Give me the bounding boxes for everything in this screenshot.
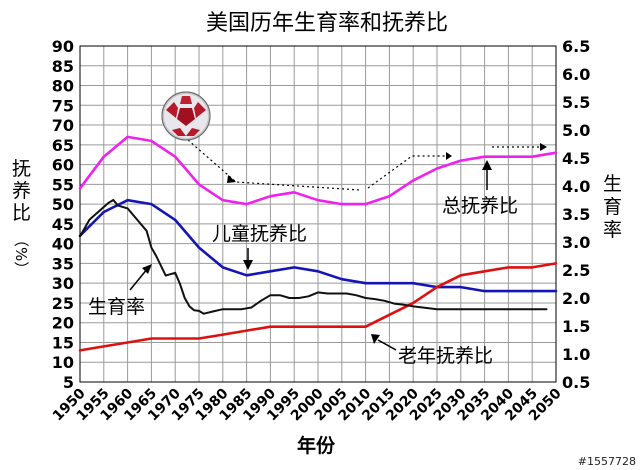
annotation-arrows [187,139,547,191]
y-right-tick-label: 1.0 [562,345,590,364]
y-left-title-char: 抚 [12,158,31,180]
chart-title: 美国历年生育率和抚养比 [206,11,448,36]
y-right-tick-label: 6.5 [562,37,590,56]
y-left-tick-label: 5 [63,373,74,392]
y-right-tick-label: 0.5 [562,373,590,392]
arrow-total-head [482,160,492,170]
y-right-tick-label: 4.5 [562,149,590,168]
dotted-arrow-right-head [446,152,452,160]
y-right-tick-label: 3.5 [562,205,590,224]
y-left-tick-label: 20 [52,314,74,333]
series-line-total [78,135,558,206]
arrow-elderly-head [371,334,380,344]
y-left-tick-label: 65 [52,136,74,155]
y-left-tick-label: 60 [52,156,74,175]
y-left-tick-label: 10 [52,353,74,372]
y-left-tick-label: 55 [52,175,74,194]
y-axis-left-title: 抚 养 比 （%） [12,158,31,276]
x-axis-title: 年份 [297,434,336,457]
series-line-fertility [79,199,548,315]
y-left-tick-label: 70 [52,116,74,135]
y-right-tick-label: 5.5 [562,93,590,112]
y-left-tick-label: 85 [52,57,74,76]
y-left-tick-label: 90 [52,37,74,56]
label-elderly-dependency: 老年抚养比 [398,345,493,367]
y-right-title-char: 率 [603,219,622,241]
y-axis-right-title: 生 育 率 [603,173,622,241]
y-left-title-char: 养 [12,180,31,202]
label-child-dependency: 儿童抚养比 [212,223,307,245]
y-left-title-unit: （%） [12,232,30,276]
y-left-tick-label: 35 [52,254,74,273]
arrow-child-head [243,260,253,270]
y-right-tick-label: 6.0 [562,65,590,84]
y-left-tick-label: 75 [52,96,74,115]
y-right-tick-label: 2.0 [562,289,590,308]
y-right-title-char: 生 [603,173,622,195]
y-left-tick-label: 45 [52,215,74,234]
right-axis-ticks: 0.5 1.0 1.5 2.0 2.5 3.0 3.5 4.0 4.5 5.0 5.5 6.0 6.5 [562,37,590,392]
y-left-tick-label: 80 [52,77,74,96]
arrow-fertility-head [142,264,152,274]
arrow-fertility [129,267,149,291]
y-right-tick-label: 4.0 [562,177,590,196]
y-left-tick-label: 50 [52,195,74,214]
dotted-arrow-left-head [227,175,236,183]
y-right-tick-label: 2.5 [562,261,590,280]
plot-area-border [79,45,557,383]
series-line-child [78,198,558,293]
x-axis-ticks: 1950195519601965197019751980198519901995… [50,385,565,424]
arrow-elderly [377,339,397,351]
y-right-tick-label: 1.5 [562,317,590,336]
label-fertility: 生育率 [88,296,145,318]
watermark: #1557728 [577,455,636,468]
y-right-tick-label: 5.0 [562,121,590,140]
y-left-tick-label: 40 [52,235,74,254]
dotted-arrow-left [187,139,361,191]
label-total-dependency: 总抚养比 [442,195,518,217]
y-left-tick-label: 15 [52,333,74,352]
series-lines [78,135,558,352]
y-right-tick-label: 3.0 [562,233,590,252]
dotted-arrow-far-right-head [540,143,547,151]
y-left-title-char: 比 [12,202,31,224]
soccer-ball-icon [161,91,211,141]
y-left-tick-label: 30 [52,274,74,293]
y-right-title-char: 育 [603,196,622,218]
y-left-tick-label: 25 [52,294,74,313]
series-line-elderly [78,262,558,352]
